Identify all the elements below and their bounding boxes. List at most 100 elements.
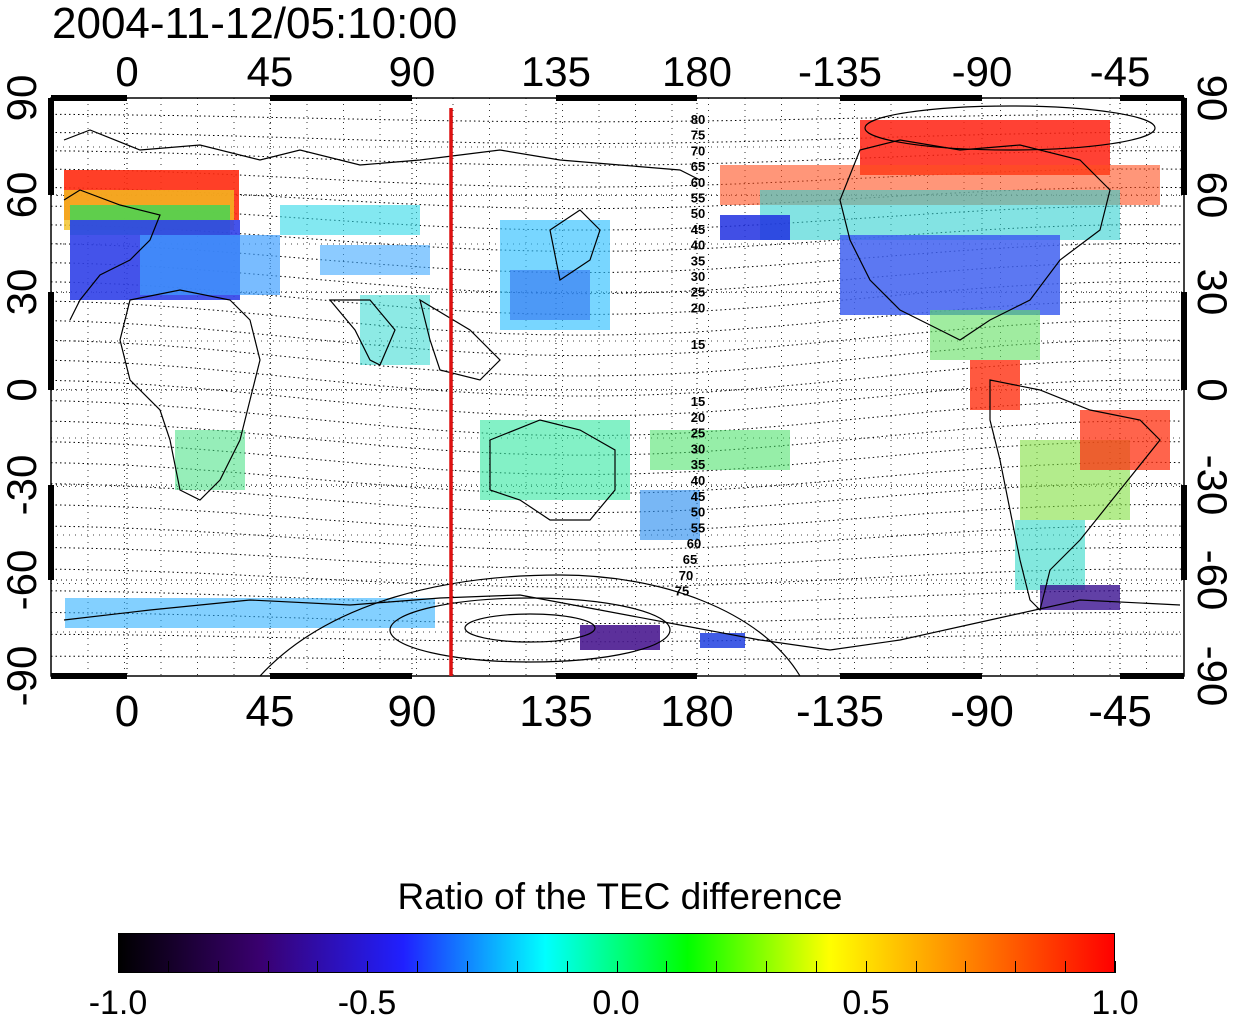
axis-bar-right xyxy=(1181,292,1187,390)
contour-label: 45 xyxy=(691,222,705,237)
data-patch xyxy=(175,430,245,490)
axis-bar-right xyxy=(1181,485,1187,580)
colorbar-tick-mark xyxy=(1115,961,1116,973)
south-pole-contour-inner xyxy=(464,613,596,643)
left-axis-label: 60 xyxy=(0,172,45,219)
right-axis-label: -30 xyxy=(1189,455,1236,516)
colorbar-tick-mark xyxy=(666,961,668,973)
coastline-africa xyxy=(119,289,261,501)
axis-bar-top xyxy=(270,95,412,101)
contour-line xyxy=(50,633,1181,643)
coastline-india xyxy=(328,299,396,366)
data-patch xyxy=(140,235,280,295)
colorbar-tick-mark xyxy=(815,961,817,973)
coastlines xyxy=(63,129,1181,651)
contour-label: 15 xyxy=(691,337,705,352)
colorbar-tick-mark xyxy=(566,961,568,973)
axis-bar-top xyxy=(51,95,127,101)
contour-label: 20 xyxy=(691,300,705,315)
data-patch xyxy=(970,360,1020,410)
contour-label: 40 xyxy=(691,238,705,253)
contour-labels: 8075706560555045403530252015152025303540… xyxy=(675,112,705,599)
contour-label: 70 xyxy=(679,568,693,583)
colorbar-tick-mark xyxy=(417,961,419,973)
colorbar-tick-mark xyxy=(716,961,718,973)
colorbar-tick-label: 0.0 xyxy=(592,984,640,1022)
contour-label: 55 xyxy=(691,191,705,206)
contour-line xyxy=(50,113,1181,123)
colorbar-tick-mark xyxy=(267,961,269,973)
contour-label: 50 xyxy=(691,505,705,520)
colorbar-tick-mark xyxy=(865,961,867,973)
axis-bar-top xyxy=(1120,95,1184,101)
top-axis-label: -90 xyxy=(952,48,1013,95)
data-patch xyxy=(760,190,1120,240)
top-axis-label: 90 xyxy=(389,48,436,95)
data-patch xyxy=(1015,520,1085,590)
south-pole-contour-mid xyxy=(389,597,671,663)
axis-bar-bottom xyxy=(51,673,127,679)
bottom-axis-label: -135 xyxy=(796,687,884,736)
bottom-axis-label: 135 xyxy=(519,687,592,736)
coastline-japan xyxy=(549,209,601,281)
data-patch xyxy=(280,205,420,235)
axis-bars xyxy=(48,95,1187,679)
contour-label: 25 xyxy=(691,426,705,441)
right-axis-label: -90 xyxy=(1189,646,1236,707)
contour-label: 75 xyxy=(691,128,705,143)
data-patch xyxy=(480,420,630,500)
colorbar-tick-mark xyxy=(1015,961,1017,973)
axis-bar-bottom xyxy=(1120,673,1184,679)
axis-labels: 0 45 90 135 180 -135 -90 -450 45 90 135 180 -135 -90-… xyxy=(0,48,1236,736)
contour-label: 35 xyxy=(691,457,705,472)
colorbar-tick-mark xyxy=(118,961,119,973)
left-axis-label: -90 xyxy=(0,646,45,707)
contour-label: 75 xyxy=(675,584,689,599)
contour-label: 65 xyxy=(683,552,697,567)
contour-label: 15 xyxy=(691,394,705,409)
top-axis-label: 0 xyxy=(115,48,138,95)
coastline-australia xyxy=(489,419,616,521)
left-axis-label: 0 xyxy=(0,378,45,401)
contour-label: 70 xyxy=(691,143,705,158)
data-patch xyxy=(510,270,590,320)
data-patch xyxy=(700,633,745,648)
contour-label: 20 xyxy=(691,410,705,425)
axis-bar-top xyxy=(840,95,982,101)
colorbar-tick-mark xyxy=(1065,961,1067,973)
contour-label: 40 xyxy=(691,473,705,488)
top-axis-label: 180 xyxy=(662,48,732,95)
axis-bar-bottom xyxy=(270,673,412,679)
left-axis-label: 30 xyxy=(0,269,45,316)
top-axis-label: 45 xyxy=(247,48,294,95)
right-axis-label: 30 xyxy=(1189,269,1236,316)
colorbar-tick-mark xyxy=(466,961,468,973)
data-patch xyxy=(720,215,790,240)
pole-contours xyxy=(259,105,1156,677)
data-patch xyxy=(650,430,790,470)
colorbar-title: Ratio of the TEC difference xyxy=(397,876,843,917)
tec-map: 8075706560555045403530252015152025303540… xyxy=(0,48,1236,736)
bottom-axis-label: -90 xyxy=(950,687,1014,736)
colorbar-tick-mark xyxy=(367,961,369,973)
data-patch xyxy=(840,235,1060,315)
contour-line xyxy=(50,611,1181,625)
colorbar-tick-mark xyxy=(317,961,319,973)
bottom-axis-label: 45 xyxy=(246,687,295,736)
contour-label: 60 xyxy=(691,175,705,190)
bottom-axis-label: 90 xyxy=(388,687,437,736)
axis-bar-bottom xyxy=(840,673,982,679)
contour-label: 45 xyxy=(691,489,705,504)
data-patch xyxy=(930,310,1040,360)
contour-label: 30 xyxy=(691,441,705,456)
top-axis-label: -45 xyxy=(1090,48,1151,95)
axis-bar-top xyxy=(556,95,697,101)
data-patch xyxy=(320,245,430,275)
top-axis-label: -135 xyxy=(798,48,882,95)
data-patch xyxy=(580,625,660,650)
colorbar-tick-mark xyxy=(217,961,219,973)
colorbar-tick-label: 1.0 xyxy=(1091,984,1139,1022)
right-axis-label: 60 xyxy=(1189,172,1236,219)
coastline-north-america xyxy=(839,139,1111,341)
coastline-se-asia xyxy=(419,298,501,381)
